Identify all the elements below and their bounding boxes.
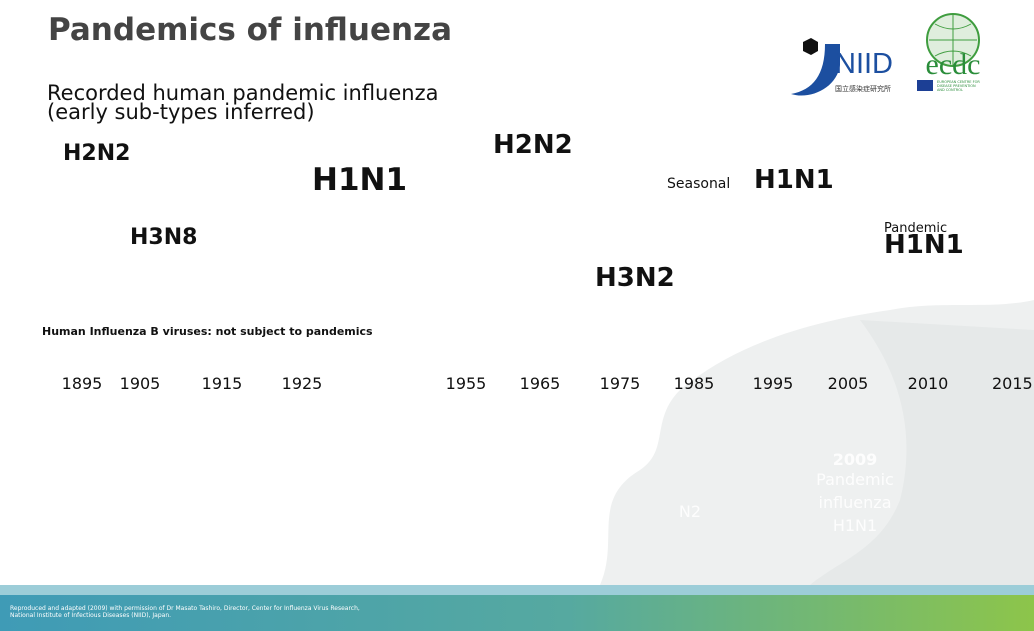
niid-logo: NIID	[835, 48, 893, 80]
map-text: 2009	[832, 450, 878, 469]
title: Pandemics of influenza	[48, 12, 453, 48]
subtype-label: H1N1	[312, 162, 408, 198]
subtype-label: H2N2	[63, 141, 131, 166]
year-label: 1955	[445, 374, 487, 393]
year-label: 1915	[201, 374, 243, 393]
footer-strip	[0, 585, 1034, 595]
ecdc-subtitle: DISEASE PREVENTION	[937, 84, 976, 88]
subtype-prefix: Seasonal	[667, 176, 731, 192]
niid-subtitle: 国立感染症研究所	[835, 84, 891, 93]
note: Human Influenza B viruses: not subject t…	[42, 325, 373, 338]
subtype-label: H3N2	[595, 263, 675, 293]
subtitle: Recorded human pandemic influenza	[47, 81, 439, 105]
ecdc-subtitle: EUROPEAN CENTRE FOR	[937, 80, 980, 84]
year-label: 1975	[599, 374, 641, 393]
subtype-label: H1N1	[754, 165, 834, 195]
map-background	[600, 300, 1034, 585]
year-label: 1985	[673, 374, 715, 393]
year-label: 1895	[61, 374, 103, 393]
year-label: 2005	[827, 374, 869, 393]
footer-band	[0, 595, 1034, 631]
map-text: Pandemic	[816, 470, 894, 489]
year-label: 2015	[992, 374, 1033, 393]
year-label: 1925	[281, 374, 323, 393]
subtype-label: H1N1	[884, 230, 964, 260]
map-text: N2	[678, 502, 702, 521]
year-label: 1965	[519, 374, 561, 393]
ecdc-subtitle: AND CONTROL	[937, 88, 963, 92]
subtype-prefix: Pandemic	[884, 221, 948, 236]
year-label: 2010	[907, 374, 949, 393]
ecdc-logo: ecdc	[926, 48, 981, 81]
footer-text: Reproduced and adapted (2009) with permi…	[10, 605, 360, 612]
year-label: 1995	[752, 374, 794, 393]
subtype-label: H3N8	[130, 225, 198, 250]
subtitle: (early sub-types inferred)	[47, 100, 315, 124]
year-label: 1905	[119, 374, 161, 393]
map-text: influenza	[818, 493, 892, 512]
subtype-label: H2N2	[493, 130, 573, 160]
logos: NIID 国立感染症研究所 ecdc EUROPEAN CENTRE FOR D…	[791, 13, 981, 96]
footer-text: National Institute of Infectious Disease…	[10, 612, 172, 619]
map-text: H1N1	[832, 516, 878, 535]
